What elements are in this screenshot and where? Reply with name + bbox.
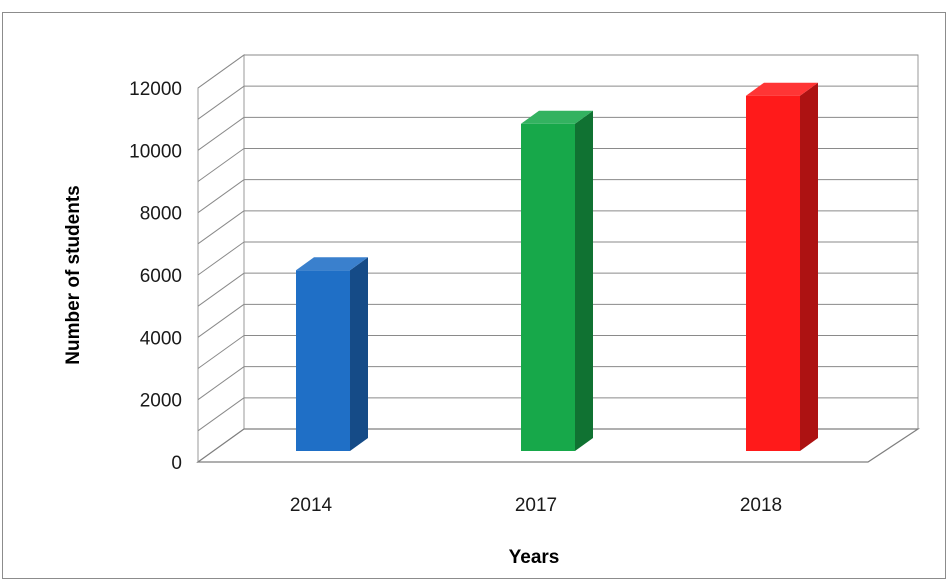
bar-2014 (296, 257, 368, 451)
bar-2017 (521, 110, 593, 451)
bar-front (296, 270, 350, 451)
x-axis-ticks: 2014 2017 2018 (290, 495, 782, 516)
bar-front (746, 95, 800, 451)
bar-top (746, 82, 818, 96)
bar-top (521, 110, 593, 124)
gridline-side (197, 116, 245, 151)
gridline-side (197, 335, 245, 369)
x-tick-label: 2014 (290, 495, 333, 516)
gridline-side (197, 54, 245, 89)
gridline-side (197, 148, 245, 182)
y-tick-label: 0 (171, 453, 182, 474)
bars (296, 82, 818, 451)
gridline-side (197, 85, 245, 120)
y-tick-label: 12000 (129, 79, 182, 100)
gridline-side (197, 272, 245, 307)
bar-top (296, 257, 368, 271)
y-tick-label: 10000 (129, 141, 182, 162)
gridline-side (197, 303, 245, 338)
gridline-side (197, 366, 245, 401)
gridline-side (197, 179, 245, 214)
bar-2018 (746, 82, 818, 451)
bar-side (800, 82, 818, 451)
gridline-side (197, 397, 245, 432)
gridline-side (197, 210, 245, 245)
bar-side (350, 257, 368, 451)
y-tick-label: 4000 (140, 328, 182, 349)
gridline-side (197, 241, 245, 276)
y-tick-label: 2000 (140, 391, 182, 412)
x-tick-label: 2018 (740, 495, 782, 516)
y-axis-ticks: 0 2000 4000 6000 8000 10000 12000 (129, 79, 182, 474)
bar-front (521, 123, 575, 451)
bar-side (575, 110, 593, 451)
x-axis-title: Years (509, 547, 560, 568)
y-tick-label: 8000 (140, 204, 182, 225)
x-tick-label: 2017 (515, 495, 557, 516)
y-tick-label: 6000 (140, 266, 182, 287)
y-axis-title: Number of students (63, 185, 84, 364)
